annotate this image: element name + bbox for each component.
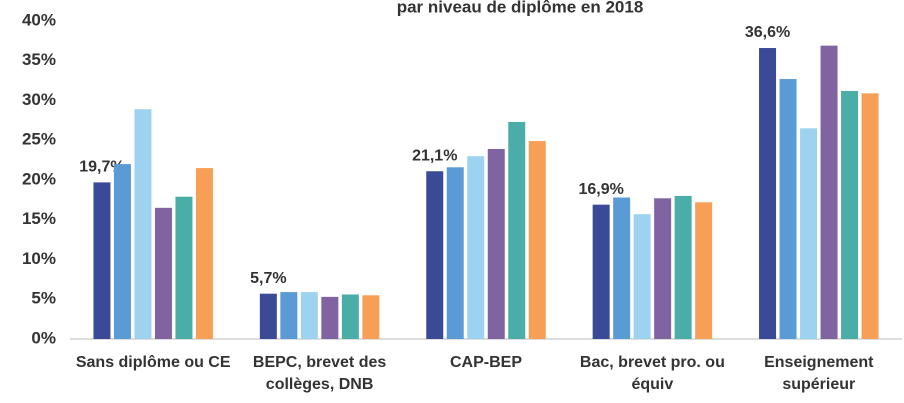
bar <box>695 202 713 339</box>
data-label: 16,9% <box>578 181 623 198</box>
y-tick-label: 0% <box>31 328 56 347</box>
bar <box>300 292 318 339</box>
x-tick-label: BEPC, brevet des collèges, DNB <box>252 354 387 393</box>
bar <box>467 156 485 339</box>
bar <box>280 292 298 339</box>
bar <box>654 198 672 339</box>
bar <box>674 195 692 339</box>
bar <box>259 293 277 339</box>
bar <box>592 204 610 339</box>
y-tick-label: 10% <box>22 249 56 268</box>
data-label: 5,7% <box>250 270 286 287</box>
y-tick-label: 35% <box>22 50 56 69</box>
data-label: 19,7% <box>79 159 124 176</box>
bar <box>195 168 213 339</box>
x-tick-label: Sans diplôme ou CE <box>75 354 231 371</box>
bar <box>508 121 526 339</box>
bar <box>134 109 152 340</box>
bar <box>446 167 464 339</box>
bar <box>426 171 444 339</box>
bar <box>321 296 339 339</box>
y-tick-label: 30% <box>22 90 56 109</box>
y-tick-label: 25% <box>22 130 56 149</box>
bar <box>759 48 777 339</box>
y-tick-label: 40% <box>22 10 56 29</box>
bar <box>154 207 172 339</box>
x-tick-label: Bac, brevet pro. ou équiv <box>579 354 725 393</box>
data-label: 36,6% <box>745 24 790 41</box>
y-tick-label: 15% <box>22 209 56 228</box>
x-tick-label: CAP-BEP <box>449 354 522 371</box>
bar <box>93 182 111 339</box>
bar <box>613 197 631 339</box>
bar <box>487 148 505 339</box>
data-label: 21,1% <box>412 147 457 164</box>
bar <box>800 128 818 339</box>
y-tick-label: 5% <box>31 289 56 308</box>
bar <box>113 164 131 339</box>
bar <box>633 214 651 339</box>
bar <box>175 196 193 339</box>
bar <box>820 45 838 340</box>
bar <box>779 79 797 339</box>
bar <box>341 294 359 339</box>
bar <box>362 295 380 339</box>
x-tick-label: Enseignement supérieur <box>764 354 874 393</box>
bar <box>528 141 546 339</box>
bar <box>861 93 879 339</box>
bar <box>841 90 859 340</box>
y-tick-label: 20% <box>22 169 56 188</box>
chart-title: par niveau de diplôme en 2018 <box>397 0 644 16</box>
